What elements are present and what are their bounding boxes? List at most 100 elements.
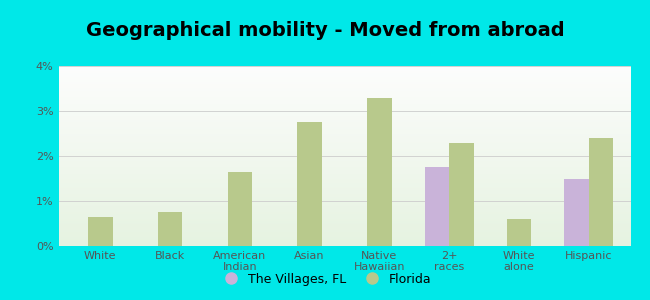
Bar — [58, 145, 630, 147]
Bar — [58, 118, 630, 120]
Bar — [58, 95, 630, 97]
Bar — [58, 158, 630, 160]
Bar — [58, 197, 630, 199]
Bar — [58, 131, 630, 133]
Bar — [58, 82, 630, 84]
Bar — [58, 183, 630, 185]
Bar — [58, 174, 630, 176]
Bar — [158, 212, 182, 246]
Bar — [58, 66, 630, 68]
Bar — [58, 242, 630, 244]
Bar — [58, 111, 630, 113]
Bar — [58, 93, 630, 95]
Bar — [58, 208, 630, 210]
Bar — [58, 167, 630, 169]
Bar — [227, 172, 252, 246]
Bar — [58, 230, 630, 232]
Bar — [58, 84, 630, 86]
Bar — [58, 214, 630, 215]
Bar — [58, 73, 630, 75]
Bar — [58, 125, 630, 127]
Bar — [58, 151, 630, 152]
Bar — [58, 88, 630, 89]
Bar — [58, 79, 630, 80]
Bar — [58, 154, 630, 156]
Bar — [58, 201, 630, 203]
Bar — [58, 107, 630, 109]
Bar — [58, 179, 630, 181]
Bar — [58, 196, 630, 197]
Bar — [58, 226, 630, 228]
Bar — [58, 206, 630, 208]
Bar — [58, 140, 630, 142]
Bar — [58, 233, 630, 235]
Legend: The Villages, FL, Florida: The Villages, FL, Florida — [213, 268, 437, 291]
Bar — [58, 185, 630, 187]
Bar — [564, 178, 589, 246]
Bar — [58, 241, 630, 242]
Bar — [507, 219, 531, 246]
Bar — [58, 80, 630, 82]
Text: Geographical mobility - Moved from abroad: Geographical mobility - Moved from abroa… — [86, 21, 564, 40]
Bar — [58, 98, 630, 100]
Bar — [58, 116, 630, 118]
Bar — [58, 142, 630, 143]
Bar — [58, 102, 630, 104]
Bar — [58, 89, 630, 91]
Bar — [58, 161, 630, 163]
Bar — [88, 217, 112, 246]
Bar — [58, 124, 630, 125]
Bar — [58, 176, 630, 178]
Bar — [58, 192, 630, 194]
Bar — [58, 129, 630, 131]
Bar — [58, 86, 630, 88]
Bar — [58, 160, 630, 161]
Bar — [58, 203, 630, 205]
Bar — [58, 223, 630, 224]
Bar — [58, 91, 630, 93]
Bar — [58, 172, 630, 174]
Bar — [58, 210, 630, 212]
Bar — [58, 205, 630, 206]
Bar — [58, 97, 630, 98]
Bar — [58, 228, 630, 230]
Bar — [424, 167, 449, 246]
Bar — [58, 237, 630, 239]
Bar — [58, 122, 630, 124]
Bar — [58, 149, 630, 151]
Bar — [58, 219, 630, 221]
Bar — [58, 188, 630, 190]
Bar — [58, 170, 630, 172]
Bar — [58, 244, 630, 246]
Bar — [58, 239, 630, 241]
Bar — [58, 224, 630, 226]
Bar — [58, 169, 630, 170]
Bar — [58, 109, 630, 111]
Bar — [58, 217, 630, 219]
Bar — [58, 187, 630, 188]
Bar — [58, 120, 630, 122]
Bar — [58, 221, 630, 223]
Bar — [58, 68, 630, 70]
Bar — [58, 138, 630, 140]
Bar — [58, 156, 630, 158]
Bar — [58, 215, 630, 217]
Bar — [298, 122, 322, 246]
Bar — [589, 138, 613, 246]
Bar — [367, 98, 391, 246]
Bar — [58, 106, 630, 107]
Bar — [58, 181, 630, 183]
Bar — [58, 147, 630, 149]
Bar — [58, 115, 630, 116]
Bar — [58, 136, 630, 138]
Bar — [58, 113, 630, 115]
Bar — [58, 163, 630, 165]
Bar — [58, 190, 630, 192]
Bar — [58, 77, 630, 79]
Bar — [58, 143, 630, 145]
Bar — [58, 133, 630, 134]
Bar — [58, 152, 630, 154]
Bar — [58, 194, 630, 196]
Bar — [58, 235, 630, 237]
Bar — [58, 178, 630, 179]
